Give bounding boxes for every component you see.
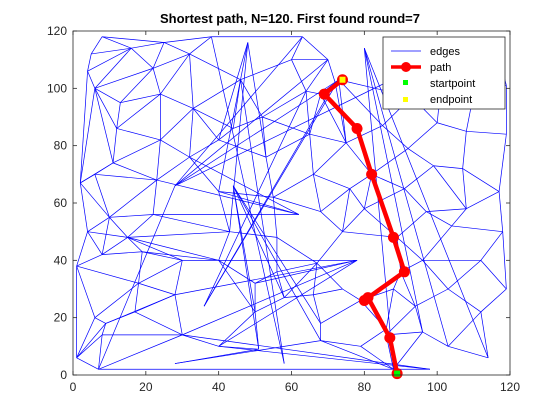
legend: edges path startpoint endpoint — [383, 37, 505, 109]
x-tick-label-4: 80 — [358, 380, 372, 394]
y-tick-label-2: 40 — [54, 253, 68, 267]
endpoint-marker — [339, 77, 345, 83]
legend-endpoint-label: endpoint — [430, 94, 472, 106]
legend-startpoint-marker — [403, 80, 408, 85]
path-marker-4 — [399, 266, 410, 277]
x-tick-label-3: 60 — [285, 380, 299, 394]
path-marker-1 — [384, 332, 395, 343]
path-marker-5 — [388, 232, 399, 243]
chart-title: Shortest path, N=120. First found round=… — [160, 11, 420, 26]
legend-startpoint-label: startpoint — [430, 78, 475, 90]
legend-endpoint-marker — [403, 97, 408, 102]
startpoint-marker — [394, 371, 400, 377]
y-tick-label-4: 80 — [54, 139, 68, 153]
x-tick-label-1: 20 — [139, 380, 153, 394]
x-tick-label-5: 100 — [427, 380, 447, 394]
y-tick-label-3: 60 — [54, 196, 68, 210]
legend-path-marker — [401, 62, 411, 72]
x-tick-label-6: 120 — [500, 380, 520, 394]
path-marker-8 — [319, 89, 330, 100]
y-tick-label-6: 120 — [47, 24, 67, 38]
path-marker-3 — [359, 295, 370, 306]
legend-path-label: path — [430, 62, 451, 74]
x-tick-label-0: 0 — [70, 380, 77, 394]
path-marker-7 — [352, 123, 363, 134]
path-marker-6 — [366, 169, 377, 180]
y-tick-label-1: 20 — [54, 311, 68, 325]
x-tick-label-2: 40 — [212, 380, 226, 394]
legend-edges-label: edges — [430, 46, 460, 58]
y-tick-label-5: 100 — [47, 81, 67, 95]
y-tick-label-0: 0 — [60, 368, 67, 382]
